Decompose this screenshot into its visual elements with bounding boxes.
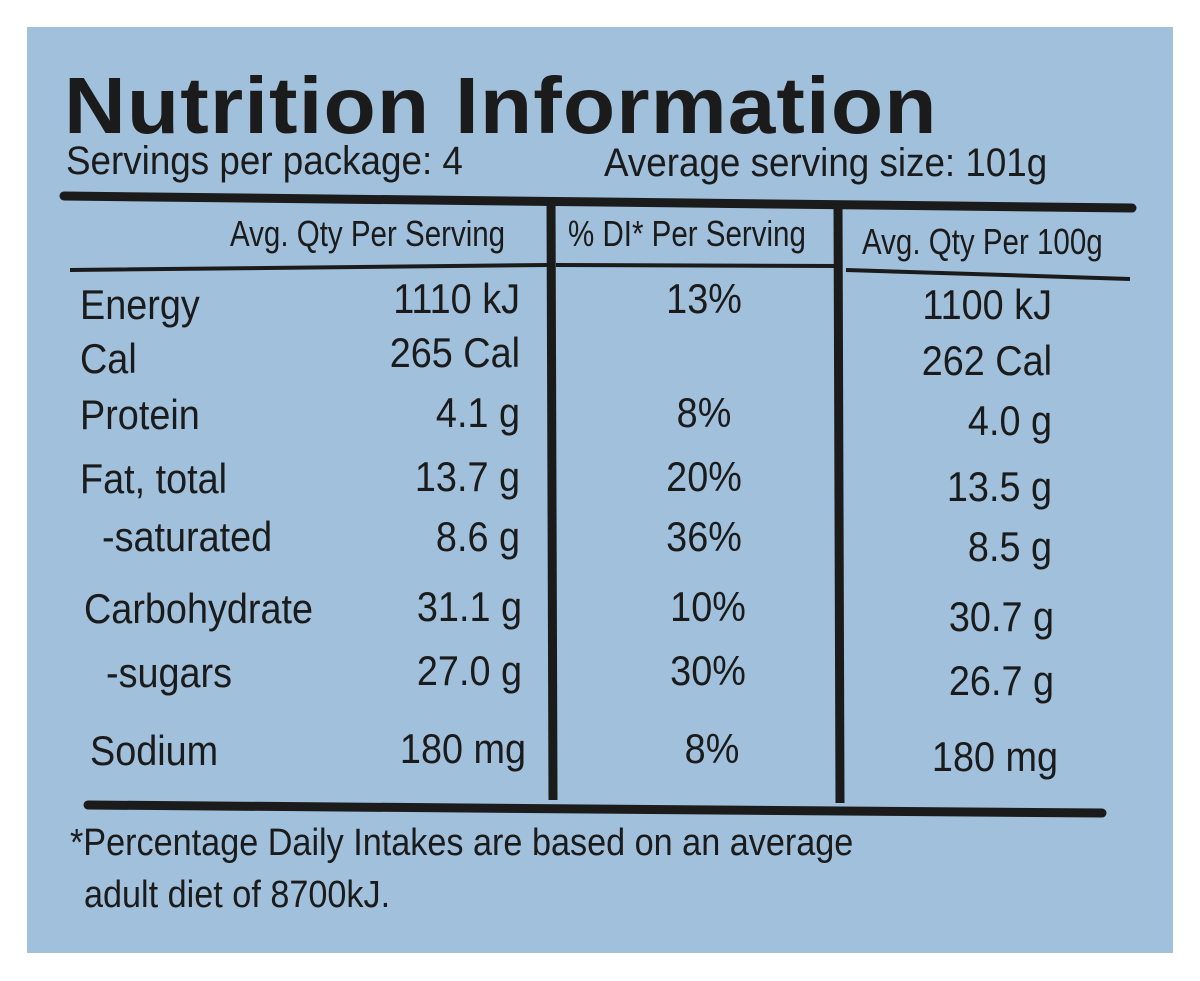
nutrient-name: Sodium [90, 727, 219, 774]
nutrition-panel [27, 27, 1173, 953]
per-serving-value: 31.1 g [416, 583, 522, 630]
nutrient-name: Energy [80, 281, 200, 328]
page-title: Nutrition Information [64, 61, 938, 150]
footnote-line-2: adult diet of 8700kJ. [84, 874, 391, 916]
di-value: 10% [670, 583, 746, 630]
header-per-100g: Avg. Qty Per 100g [862, 221, 1103, 262]
per-serving-value: 1110 kJ [393, 275, 520, 322]
servings-per-package: Servings per package: 4 [66, 139, 463, 183]
header-rule [69, 263, 1131, 281]
nutrient-name: Protein [80, 391, 200, 438]
di-value: 13% [666, 275, 742, 322]
nutrient-name: Fat, total [80, 455, 228, 502]
nutrient-name: -saturated [102, 513, 273, 560]
di-value: 30% [670, 647, 746, 694]
header-per-serving: Avg. Qty Per Serving [230, 213, 506, 254]
divider-2 [833, 202, 845, 804]
per-100g-value: 1100 kJ [922, 281, 1052, 328]
average-serving-size: Average serving size: 101g [604, 141, 1048, 185]
di-value: 8% [676, 389, 732, 436]
per-serving-value: 8.6 g [435, 513, 520, 560]
per-serving-value: 265 Cal [389, 329, 520, 376]
per-100g-value: 30.7 g [948, 593, 1054, 640]
nutrient-name: Carbohydrate [84, 585, 314, 632]
di-value: 20% [666, 453, 742, 500]
nutrient-name: Cal [80, 335, 137, 382]
per-serving-value: 13.7 g [414, 453, 520, 500]
di-value: 8% [684, 725, 740, 772]
per-100g-value: 13.5 g [946, 463, 1052, 510]
per-100g-value: 262 Cal [921, 337, 1052, 384]
per-100g-value: 180 mg [931, 733, 1058, 780]
divider-1 [546, 199, 558, 801]
per-100g-value: 4.0 g [967, 397, 1052, 444]
header-di-per-serving: % DI* Per Serving [568, 213, 806, 254]
footnote-line-1: *Percentage Daily Intakes are based on a… [70, 822, 854, 864]
nutrient-name: -sugars [106, 649, 233, 696]
top-rule [59, 191, 1137, 213]
per-serving-value: 4.1 g [435, 389, 520, 436]
per-100g-value: 8.5 g [967, 523, 1052, 570]
bottom-rule [83, 800, 1107, 818]
per-serving-value: 180 mg [399, 725, 526, 772]
per-serving-value: 27.0 g [416, 647, 522, 694]
per-100g-value: 26.7 g [948, 657, 1054, 704]
di-value: 36% [666, 513, 742, 560]
